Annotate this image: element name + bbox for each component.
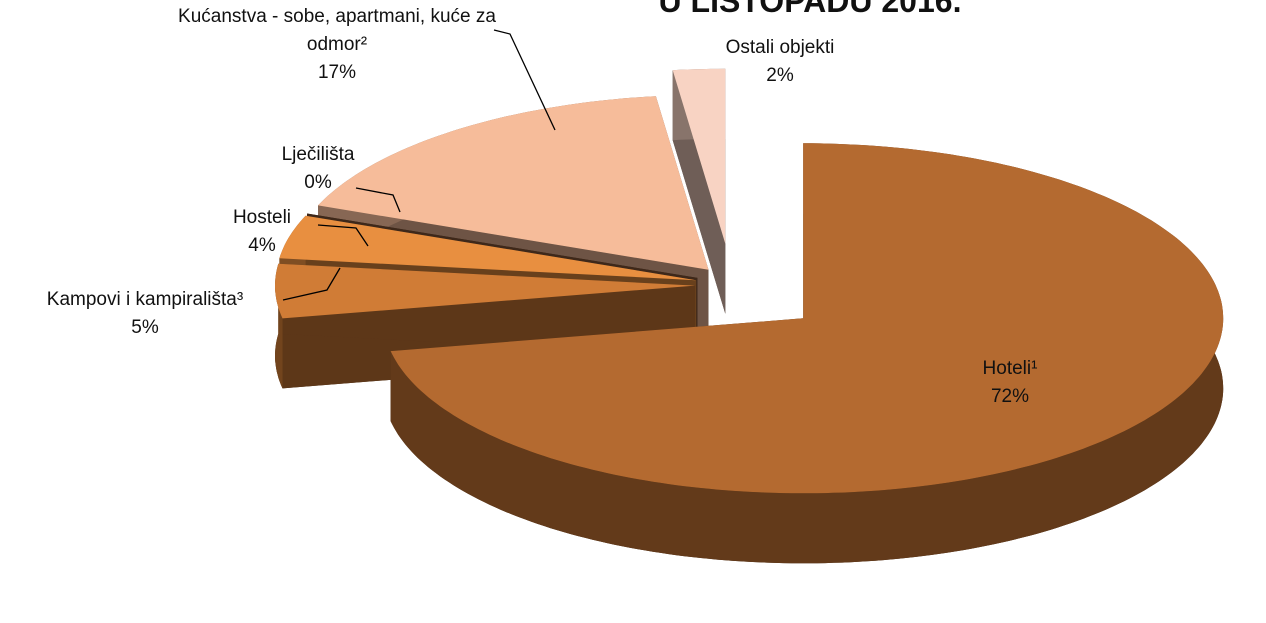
leader-line	[282, 267, 341, 301]
slice-label: Hoteli¹ 72%	[910, 355, 1110, 411]
slice-label: Lječilišta 0%	[258, 141, 378, 197]
value-label: 72%	[990, 386, 1030, 407]
leader-line	[493, 29, 556, 131]
value-label: 4%	[248, 235, 276, 256]
category-name: Kampovi i kampirališta³	[46, 289, 244, 310]
leader-line	[317, 224, 369, 247]
slice	[672, 68, 726, 244]
value-label: 2%	[766, 65, 794, 86]
value-label: 0%	[304, 172, 332, 193]
slice	[318, 96, 709, 270]
slice-label: Kampovi i kampirališta³ 5%	[0, 286, 305, 342]
slice	[275, 263, 695, 319]
value-label: 17%	[317, 62, 357, 83]
slice	[390, 143, 1224, 494]
chart-title: U LISTOPADU 2016.	[658, 0, 962, 19]
category-name: Ostali objekti	[725, 37, 835, 58]
category-name: Hoteli¹	[982, 358, 1038, 379]
category-name: Kućanstva - sobe, apartmani, kuće za odm…	[178, 6, 496, 55]
slice	[279, 215, 697, 281]
slice-label: Hosteli 4%	[202, 204, 322, 260]
value-label: 5%	[131, 317, 159, 338]
category-name: Hosteli	[232, 207, 292, 228]
slice-label: Kućanstva - sobe, apartmani, kuće za odm…	[167, 3, 507, 87]
category-name: Lječilišta	[281, 144, 355, 165]
slice-label: Ostali objekti 2%	[680, 34, 880, 90]
leader-line	[355, 187, 401, 213]
